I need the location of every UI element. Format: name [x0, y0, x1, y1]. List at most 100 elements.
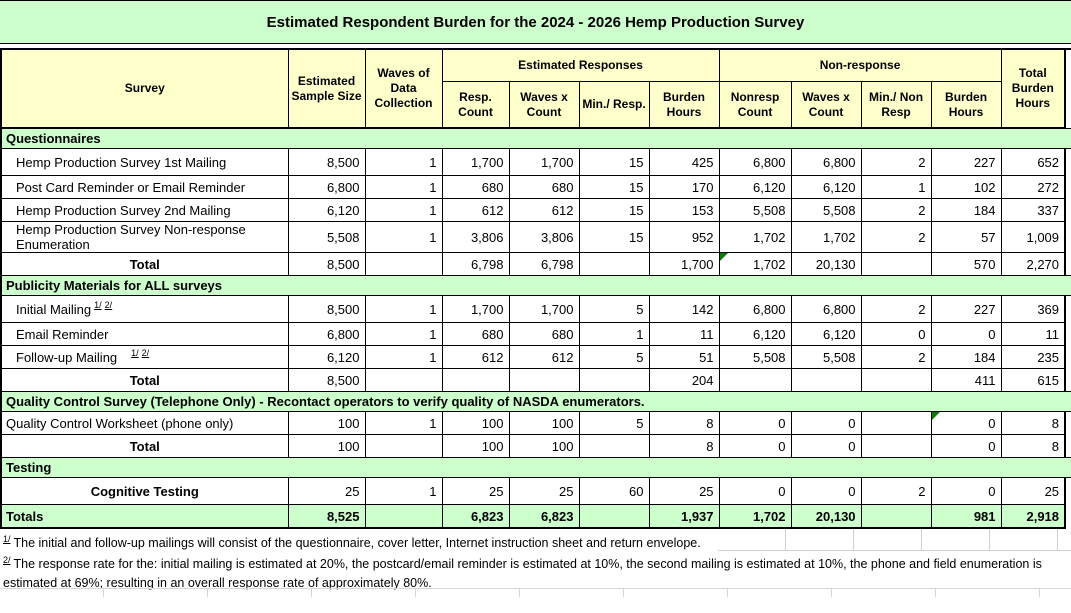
value-cell[interactable]: 100 [287, 434, 366, 458]
value-cell[interactable]: 652 [1000, 148, 1066, 176]
value-cell[interactable]: 227 [930, 295, 1002, 323]
value-cell[interactable]: 20,130 [790, 504, 862, 529]
value-cell[interactable]: 1 [860, 175, 932, 199]
value-cell[interactable]: 184 [930, 345, 1002, 369]
value-cell[interactable]: 6,120 [718, 322, 792, 346]
value-cell[interactable] [790, 368, 862, 392]
row-label[interactable]: Post Card Reminder or Email Reminder [0, 175, 289, 199]
value-cell[interactable]: 981 [930, 504, 1002, 529]
value-cell[interactable]: 15 [578, 221, 650, 253]
value-cell[interactable]: 6,800 [790, 295, 862, 323]
value-cell[interactable] [508, 368, 580, 392]
value-cell[interactable]: 411 [930, 368, 1002, 392]
value-cell[interactable]: 142 [648, 295, 720, 323]
value-cell[interactable]: 680 [441, 322, 510, 346]
value-cell[interactable]: 6,800 [287, 322, 366, 346]
row-label[interactable]: Totals [0, 504, 289, 529]
value-cell[interactable]: 2,270 [1000, 252, 1066, 276]
value-cell[interactable]: 1 [364, 477, 443, 505]
value-cell[interactable]: 0 [718, 477, 792, 505]
value-cell[interactable]: 1 [364, 411, 443, 435]
col-header-nonresp-waves-x-count[interactable]: Waves x Count [790, 81, 862, 129]
value-cell[interactable] [364, 504, 443, 529]
value-cell[interactable]: 8,500 [287, 252, 366, 276]
value-cell[interactable]: 0 [718, 434, 792, 458]
value-cell[interactable]: 612 [508, 198, 580, 222]
value-cell[interactable]: 612 [441, 198, 510, 222]
col-header-waves[interactable]: Waves of Data Collection [364, 48, 443, 129]
value-cell[interactable]: 2,918 [1000, 504, 1066, 529]
value-cell[interactable]: 1 [364, 345, 443, 369]
value-cell[interactable] [441, 368, 510, 392]
value-cell[interactable]: 680 [508, 175, 580, 199]
value-cell[interactable]: 60 [578, 477, 650, 505]
value-cell[interactable]: 100 [441, 411, 510, 435]
value-cell[interactable]: 1 [578, 322, 650, 346]
value-cell[interactable]: 0 [790, 411, 862, 435]
col-group-estimated-responses[interactable]: Estimated Responses [441, 48, 720, 82]
value-cell[interactable]: 612 [508, 345, 580, 369]
value-cell[interactable]: 0 [790, 434, 862, 458]
value-cell[interactable]: 6,120 [287, 345, 366, 369]
footnote-1[interactable]: 1/The initial and follow-up mailings wil… [0, 529, 1071, 550]
row-label[interactable]: Cognitive Testing [0, 477, 289, 505]
value-cell[interactable]: 2 [860, 295, 932, 323]
value-cell[interactable]: 8 [648, 411, 720, 435]
value-cell[interactable]: 5,508 [718, 345, 792, 369]
value-cell[interactable]: 425 [648, 148, 720, 176]
value-cell[interactable]: 8 [1000, 434, 1066, 458]
value-cell[interactable]: 170 [648, 175, 720, 199]
value-cell[interactable] [860, 368, 932, 392]
value-cell[interactable]: 25 [1000, 477, 1066, 505]
value-cell[interactable]: 6,823 [441, 504, 510, 529]
value-cell[interactable]: 15 [578, 175, 650, 199]
col-header-waves-x-count[interactable]: Waves x Count [508, 81, 580, 129]
row-label[interactable]: Email Reminder [0, 322, 289, 346]
value-cell[interactable]: 1,700 [508, 295, 580, 323]
value-cell[interactable]: 235 [1000, 345, 1066, 369]
value-cell[interactable]: 15 [578, 198, 650, 222]
row-label[interactable]: Total [0, 434, 289, 458]
value-cell[interactable] [860, 504, 932, 529]
row-label[interactable]: Hemp Production Survey Non-response Enum… [0, 221, 289, 253]
value-cell[interactable] [578, 368, 650, 392]
value-cell[interactable]: 1,702 [718, 252, 792, 276]
value-cell[interactable]: 1,009 [1000, 221, 1066, 253]
value-cell[interactable]: 612 [441, 345, 510, 369]
col-header-min-resp[interactable]: Min./ Resp. [578, 81, 650, 129]
col-header-survey[interactable]: Survey [0, 48, 289, 129]
value-cell[interactable]: 1,702 [790, 221, 862, 253]
col-header-burden-hours[interactable]: Burden Hours [648, 81, 720, 129]
value-cell[interactable]: 0 [930, 434, 1002, 458]
value-cell[interactable]: 100 [441, 434, 510, 458]
value-cell[interactable]: 6,800 [790, 148, 862, 176]
value-cell[interactable]: 3,806 [508, 221, 580, 253]
value-cell[interactable]: 153 [648, 198, 720, 222]
value-cell[interactable]: 0 [790, 477, 862, 505]
value-cell[interactable]: 272 [1000, 175, 1066, 199]
value-cell[interactable]: 5,508 [790, 198, 862, 222]
col-header-nonresp-count[interactable]: Nonresp Count [718, 81, 792, 129]
value-cell[interactable]: 25 [508, 477, 580, 505]
value-cell[interactable]: 11 [1000, 322, 1066, 346]
value-cell[interactable]: 680 [441, 175, 510, 199]
section-header[interactable]: Publicity Materials for ALL surveys [0, 275, 1071, 296]
value-cell[interactable]: 5 [578, 411, 650, 435]
title-band[interactable]: Estimated Respondent Burden for the 2024… [0, 0, 1071, 44]
col-header-sample-size[interactable]: Estimated Sample Size [287, 48, 366, 129]
col-header-min-nonresp[interactable]: Min./ Non Resp [860, 81, 932, 129]
value-cell[interactable]: 102 [930, 175, 1002, 199]
value-cell[interactable]: 184 [930, 198, 1002, 222]
value-cell[interactable] [364, 434, 443, 458]
value-cell[interactable]: 51 [648, 345, 720, 369]
value-cell[interactable]: 952 [648, 221, 720, 253]
value-cell[interactable]: 8,500 [287, 368, 366, 392]
value-cell[interactable]: 0 [718, 411, 792, 435]
value-cell[interactable]: 5 [578, 295, 650, 323]
value-cell[interactable]: 100 [287, 411, 366, 435]
value-cell[interactable] [578, 504, 650, 529]
value-cell[interactable]: 615 [1000, 368, 1066, 392]
value-cell[interactable]: 6,120 [287, 198, 366, 222]
value-cell[interactable]: 5,508 [718, 198, 792, 222]
value-cell[interactable]: 2 [860, 345, 932, 369]
